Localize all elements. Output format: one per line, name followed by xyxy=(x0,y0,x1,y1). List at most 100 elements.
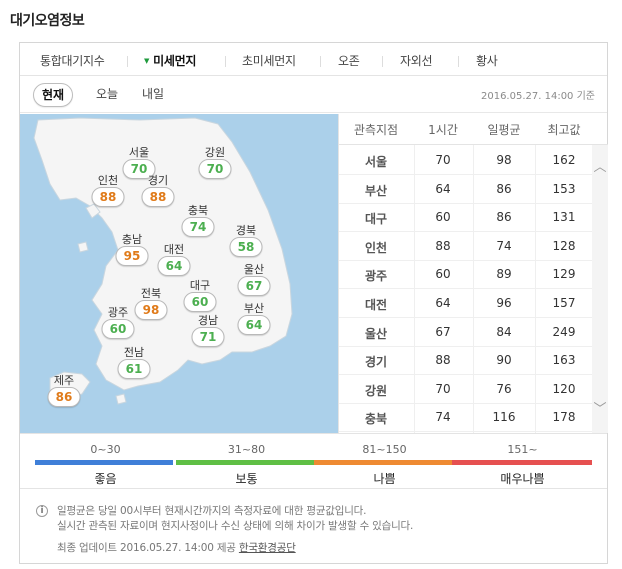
cell-value: 86 xyxy=(496,210,512,225)
island-shape xyxy=(77,241,89,253)
cell-value: 178 xyxy=(552,410,576,425)
city-label: 광주 xyxy=(107,306,129,319)
city-value-badge[interactable]: 60 xyxy=(101,319,135,339)
cell-region: 서울 xyxy=(364,155,388,169)
cell-region: 대전 xyxy=(364,298,388,312)
chevron-down-icon[interactable]: ﹀ xyxy=(593,402,607,417)
city-value-badge[interactable]: 95 xyxy=(115,246,149,266)
cell-value: 162 xyxy=(552,153,576,167)
city-label: 충북 xyxy=(187,204,209,217)
cell-value: 70 xyxy=(435,381,451,396)
city-label: 대전 xyxy=(163,243,185,256)
legend-grade-label: 매우나쁨 xyxy=(500,472,545,486)
tab-yellow-dust[interactable]: 황사 xyxy=(476,54,498,68)
cell-value: 89 xyxy=(496,267,512,282)
city-value-badge[interactable]: 70 xyxy=(122,159,156,179)
legend-grade-label: 좋음 xyxy=(94,472,117,486)
tab-divider xyxy=(127,56,128,67)
tab-fine-dust-label: 미세먼지 xyxy=(153,54,197,68)
update-info: 최종 업데이트 2016.05.27. 14:00 제공 한국환경공단 xyxy=(57,540,296,555)
table-scrollbar[interactable]: ︿ ﹀ xyxy=(592,145,608,433)
city-label: 경남 xyxy=(197,314,219,327)
cell-value: 64 xyxy=(435,296,451,310)
subtab-now[interactable]: 현재 xyxy=(33,83,74,107)
column-divider xyxy=(473,145,474,433)
update-text: 최종 업데이트 2016.05.27. 14:00 제공 xyxy=(57,542,236,554)
cell-value: 96 xyxy=(496,296,512,310)
tab-divider xyxy=(225,56,226,67)
tab-divider xyxy=(458,56,459,67)
source-link[interactable]: 한국환경공단 xyxy=(238,542,296,554)
city-value-badge[interactable]: 98 xyxy=(134,300,168,320)
city-label: 전북 xyxy=(140,287,162,300)
cell-value: 249 xyxy=(552,324,576,339)
column-divider xyxy=(414,145,415,433)
cell-region: 인천 xyxy=(364,240,388,255)
legend-color-bar xyxy=(314,460,452,465)
table-row[interactable]: 대전 64 96 157 xyxy=(339,289,592,318)
table-row[interactable]: 울산 67 84 249 xyxy=(339,318,592,347)
city-value-badge[interactable]: 67 xyxy=(237,276,271,296)
city-value-badge[interactable]: 60 xyxy=(183,292,217,312)
info-icon: i xyxy=(36,505,48,517)
cell-value: 84 xyxy=(496,324,512,339)
cell-value: 163 xyxy=(552,353,576,368)
grade-legend: 0~30 좋음 31~80 보통 81~150 나쁨 151~ 매우나쁨 xyxy=(20,433,607,488)
cell-value: 76 xyxy=(496,381,512,396)
city-value-badge[interactable]: 88 xyxy=(141,187,175,207)
city-label: 제주 xyxy=(53,374,75,387)
table-row[interactable]: 인천 88 74 128 xyxy=(339,232,592,261)
legend-color-bar xyxy=(176,460,314,465)
timestamp: 2016.05.27. 14:00 기준 xyxy=(480,91,595,102)
tab-integrated-index[interactable]: 통합대기지수 xyxy=(40,54,105,68)
chevron-up-icon[interactable]: ︿ xyxy=(593,160,607,175)
city-label: 울산 xyxy=(243,263,265,276)
legend-range: 31~80 xyxy=(227,443,266,456)
cell-value: 67 xyxy=(435,324,451,339)
city-label: 서울 xyxy=(128,146,150,159)
cell-value: 98 xyxy=(496,153,512,167)
city-value-badge[interactable]: 61 xyxy=(117,359,151,379)
city-label: 인천 xyxy=(97,174,119,187)
cell-value: 60 xyxy=(435,267,451,282)
tab-fine-dust[interactable]: ▼ 미세먼지 xyxy=(144,52,196,69)
subtab-tomorrow[interactable]: 내일 xyxy=(142,87,165,101)
table-row[interactable]: 경기 88 90 163 xyxy=(339,346,592,376)
header-max: 최고값 xyxy=(547,123,581,137)
cell-value: 70 xyxy=(435,153,451,167)
table-row[interactable]: 광주 60 89 129 xyxy=(339,260,592,290)
cell-region: 부산 xyxy=(364,183,388,198)
city-label: 대구 xyxy=(189,279,211,292)
korea-map-shape xyxy=(33,117,293,405)
table-row[interactable]: 부산 64 86 153 xyxy=(339,175,592,204)
tab-ultrafine-dust[interactable]: 초미세먼지 xyxy=(242,54,296,68)
legend-range: 151~ xyxy=(507,443,538,456)
cell-value: 88 xyxy=(435,353,451,368)
city-value-badge[interactable]: 88 xyxy=(91,187,125,207)
tab-uv[interactable]: 자외선 xyxy=(400,54,433,68)
table-row[interactable]: 충북 74 116 178 xyxy=(339,403,592,433)
tab-divider xyxy=(320,56,321,67)
legend-grade-label: 나쁨 xyxy=(373,472,396,486)
legend-range: 81~150 xyxy=(362,443,407,456)
table-row[interactable]: 강원 70 76 120 xyxy=(339,375,592,404)
tab-ozone[interactable]: 오존 xyxy=(338,54,360,68)
city-value-badge[interactable]: 74 xyxy=(181,217,215,237)
cell-value: 120 xyxy=(552,381,576,396)
city-label: 전남 xyxy=(123,346,145,359)
city-value-badge[interactable]: 64 xyxy=(157,256,191,276)
tab-divider xyxy=(382,56,383,67)
air-quality-widget: 통합대기지수 ▼ 미세먼지 초미세먼지 오존 자외선 황사 현재 오늘 내일 20… xyxy=(19,42,608,564)
city-value-badge[interactable]: 70 xyxy=(198,159,232,179)
cell-region: 대구 xyxy=(364,212,388,227)
triangle-down-icon: ▼ xyxy=(144,57,150,65)
city-value-badge[interactable]: 64 xyxy=(237,315,271,335)
table-row[interactable]: 대구 60 86 131 xyxy=(339,203,592,233)
city-value-badge[interactable]: 58 xyxy=(229,237,263,257)
legend-color-bar xyxy=(452,460,592,465)
cell-value: 153 xyxy=(552,181,576,196)
city-value-badge[interactable]: 71 xyxy=(191,327,225,347)
city-value-badge[interactable]: 86 xyxy=(47,387,81,407)
subtab-today[interactable]: 오늘 xyxy=(96,87,119,101)
table-row[interactable]: 서울 70 98 162 xyxy=(339,146,592,175)
